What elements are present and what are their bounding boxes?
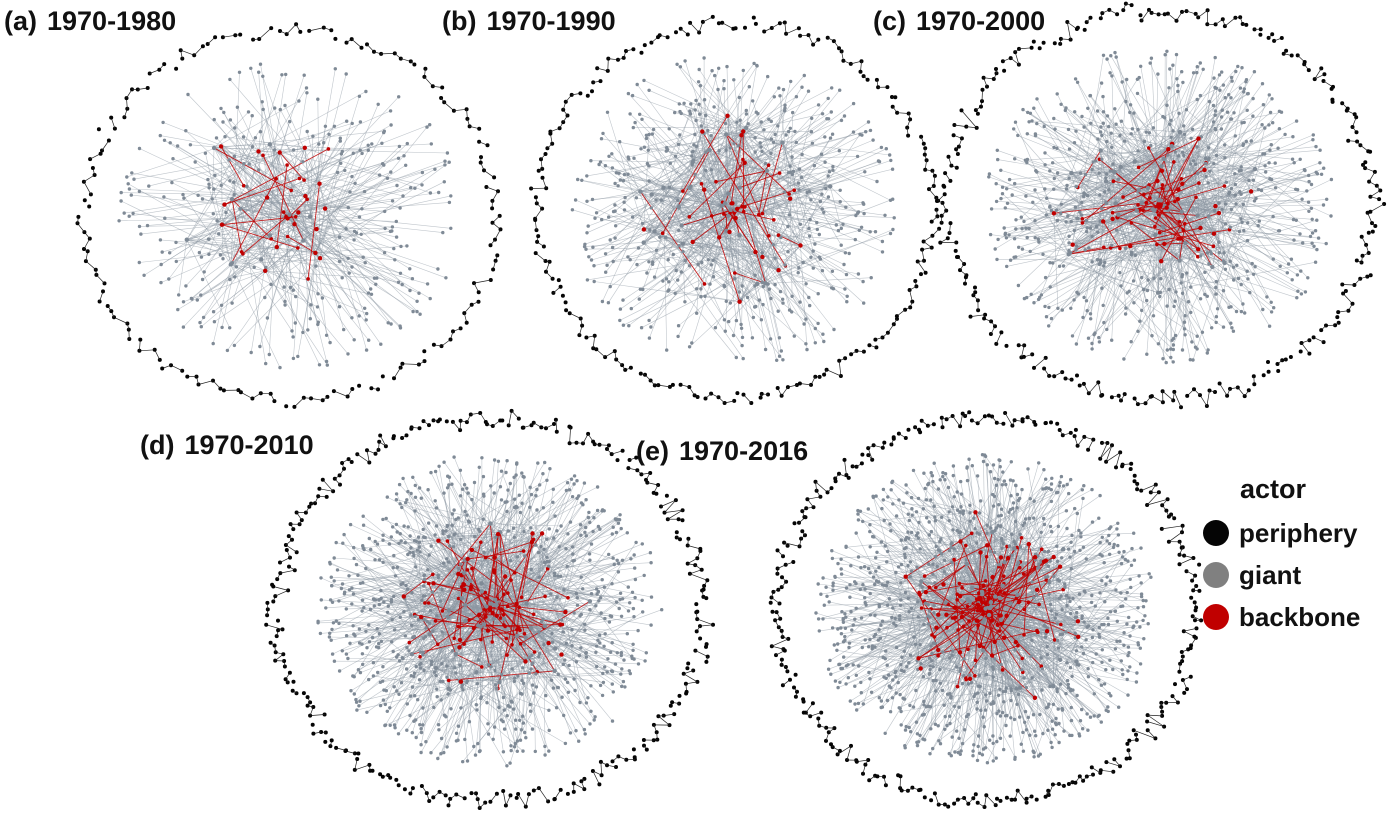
panel-b: (b) 1970-1990 xyxy=(430,0,950,405)
panel-b-tag: (b) xyxy=(442,6,477,36)
nodes-a xyxy=(117,62,453,370)
panel-a-label: 1970-1980 xyxy=(47,6,177,36)
legend: actor periphery giant backbone xyxy=(1195,468,1395,648)
panel-e-tag: (e) xyxy=(636,436,669,466)
panel-a: (a) 1970-1980 xyxy=(0,0,520,409)
legend-label-backbone: backbone xyxy=(1239,602,1361,632)
periphery-c xyxy=(936,1,1387,410)
network-graph-b xyxy=(529,14,942,405)
panel-e: (e) 1970-2016 xyxy=(636,410,1204,828)
legend-swatch-giant xyxy=(1203,562,1229,588)
panel-c: (c) 1970-2000 xyxy=(865,0,1387,410)
network-graph-c xyxy=(936,1,1387,410)
nodes-b xyxy=(570,56,896,362)
network-graph-a xyxy=(75,22,503,409)
periphery-e xyxy=(768,410,1204,809)
panel-d-label: 1970-2010 xyxy=(184,430,314,460)
panel-e-label: 1970-2016 xyxy=(679,436,809,466)
backbone-edges-b xyxy=(640,115,801,302)
legend-swatch-periphery xyxy=(1203,520,1229,546)
legend-label-periphery: periphery xyxy=(1239,518,1358,548)
backbone-edges-a xyxy=(213,146,329,279)
periphery-d xyxy=(264,408,715,810)
panel-a-title: (a) 1970-1980 xyxy=(4,6,176,36)
panel-c-label: 1970-2000 xyxy=(916,6,1046,36)
network-graph-e xyxy=(768,410,1204,809)
panel-c-title: (c) 1970-2000 xyxy=(873,6,1045,36)
panel-b-label: 1970-1990 xyxy=(486,6,616,36)
network-graph-d xyxy=(264,408,715,810)
panel-a-tag: (a) xyxy=(4,6,37,36)
panel-c-tag: (c) xyxy=(873,6,906,36)
panel-b-title: (b) 1970-1990 xyxy=(442,6,616,36)
legend-label-giant: giant xyxy=(1239,560,1302,590)
nodes-d xyxy=(316,455,664,768)
legend-swatch-backbone xyxy=(1203,604,1229,630)
panel-d-title: (d) 1970-2010 xyxy=(140,430,314,460)
panel-d-tag: (d) xyxy=(140,430,175,460)
panel-d: (d) 1970-2010 xyxy=(140,408,715,828)
periphery-a xyxy=(75,22,503,409)
panel-e-title: (e) 1970-2016 xyxy=(636,436,808,466)
edges-a xyxy=(119,64,451,368)
nodes-e xyxy=(814,453,1153,765)
periphery-b xyxy=(529,14,942,405)
legend-title: actor xyxy=(1240,474,1307,504)
nodes-c xyxy=(987,49,1334,365)
